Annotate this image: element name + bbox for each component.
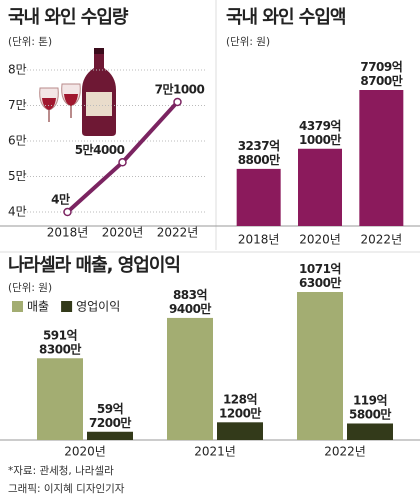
value-label: 7만1000 <box>155 81 205 96</box>
point <box>63 207 72 217</box>
bar <box>347 423 393 440</box>
value-label: 4만 <box>51 192 70 207</box>
bar <box>217 422 263 440</box>
unit: (단위: 톤) <box>8 35 52 48</box>
unit: (단위: 원) <box>226 35 270 48</box>
unit: (단위: 원) <box>8 281 52 294</box>
value-label: 1071억 6300만 <box>299 262 341 290</box>
x-tick-label: 2022년 <box>361 233 403 247</box>
legend-label: 매출 <box>27 300 49 314</box>
value-label: 7709억 8700만 <box>360 60 402 88</box>
value-label: 3237억 8800만 <box>238 138 280 166</box>
x-tick-label: 2018년 <box>238 233 280 247</box>
value-label: 59억 7200만 <box>89 401 131 429</box>
chart-title: 나라셀라 매출, 영업이익 <box>8 255 180 276</box>
x-tick-label: 2020년 <box>64 445 106 459</box>
x-tick-label: 2022년 <box>157 226 199 240</box>
bar <box>87 431 133 440</box>
credit: 그래픽: 이지혜 디자인기자 <box>8 483 125 495</box>
point <box>173 97 182 107</box>
x-tick-label: 2022년 <box>324 445 366 459</box>
y-tick-label: 8만 <box>8 63 27 77</box>
x-tick-label: 2021년 <box>194 445 236 459</box>
value-label: 591억 8300만 <box>39 328 81 356</box>
value-label: 4379억 1000만 <box>299 118 341 146</box>
value-label: 883억 9400만 <box>169 287 211 315</box>
x-tick-label: 2020년 <box>102 226 144 240</box>
y-tick-label: 4만 <box>8 205 27 219</box>
value-label: 128억 1200만 <box>219 392 261 420</box>
chart-title: 국내 와인 수입량 <box>8 6 129 28</box>
bar <box>37 358 83 440</box>
y-tick-label: 5만 <box>8 169 27 183</box>
chart-title: 국내 와인 수입액 <box>226 6 345 28</box>
x-tick-label: 2020년 <box>299 233 341 247</box>
source: *자료: 관세청, 나라셀라 <box>8 465 114 477</box>
wine-illustration <box>39 48 116 136</box>
legend-label: 영업이익 <box>76 300 120 314</box>
x-tick-label: 2018년 <box>47 226 89 240</box>
bar <box>297 292 343 440</box>
legend-swatch <box>61 301 73 312</box>
bar <box>236 168 281 226</box>
bar <box>167 317 213 440</box>
bar <box>298 148 342 226</box>
legend-swatch <box>12 301 23 312</box>
value-label: 119억 5800만 <box>349 393 391 421</box>
value-label: 5만4000 <box>75 142 125 157</box>
y-tick-label: 6만 <box>8 134 27 148</box>
bar <box>359 90 404 226</box>
y-tick-label: 7만 <box>8 98 27 112</box>
point <box>118 158 127 167</box>
